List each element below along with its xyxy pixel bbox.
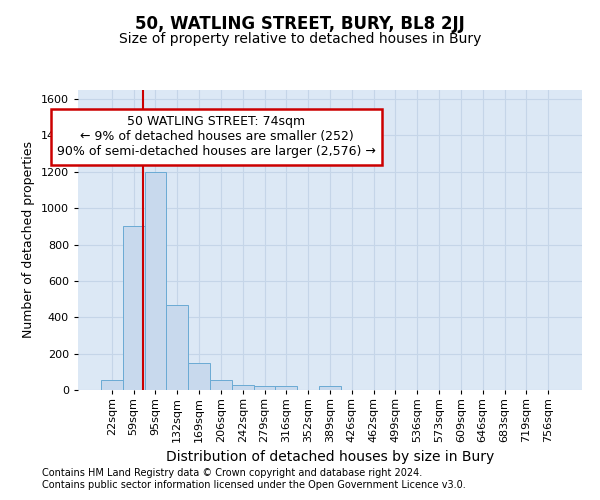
Bar [275, 386, 297, 390]
Bar [166, 304, 188, 390]
Text: Contains public sector information licensed under the Open Government Licence v3: Contains public sector information licen… [42, 480, 466, 490]
X-axis label: Distribution of detached houses by size in Bury: Distribution of detached houses by size … [166, 450, 494, 464]
Text: 50, WATLING STREET, BURY, BL8 2JJ: 50, WATLING STREET, BURY, BL8 2JJ [135, 15, 465, 33]
Bar [101, 380, 123, 390]
Bar [232, 384, 254, 390]
Bar [254, 386, 275, 390]
Text: Size of property relative to detached houses in Bury: Size of property relative to detached ho… [119, 32, 481, 46]
Y-axis label: Number of detached properties: Number of detached properties [22, 142, 35, 338]
Bar [123, 226, 145, 390]
Bar [319, 386, 341, 390]
Bar [210, 380, 232, 390]
Text: 50 WATLING STREET: 74sqm
← 9% of detached houses are smaller (252)
90% of semi-d: 50 WATLING STREET: 74sqm ← 9% of detache… [57, 116, 376, 158]
Bar [145, 172, 166, 390]
Bar [188, 362, 210, 390]
Text: Contains HM Land Registry data © Crown copyright and database right 2024.: Contains HM Land Registry data © Crown c… [42, 468, 422, 477]
